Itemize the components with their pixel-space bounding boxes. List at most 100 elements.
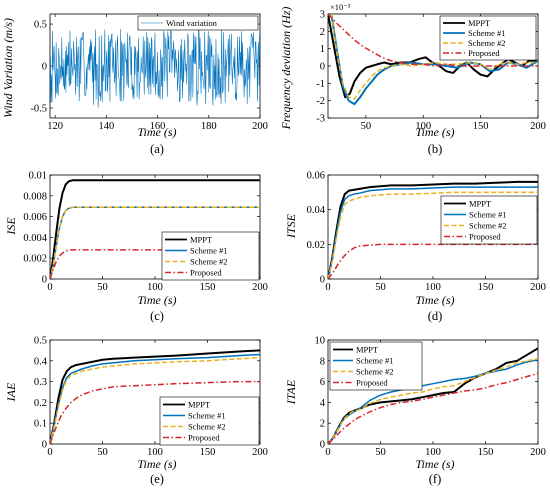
series-group [50,349,260,444]
series-group [328,180,538,279]
x-tick-label: 100 [425,447,441,458]
y-tick-label: 1 [320,44,325,55]
series-line-mppt [50,349,260,444]
series-line-scheme-2 [330,14,538,100]
x-tick-label: 200 [530,282,546,293]
series-line-scheme-2 [50,356,260,444]
legend-label-scheme-2: Scheme #2 [190,257,228,267]
y-tick-label: 2 [320,27,325,38]
series-line-proposed [328,372,538,444]
y-tick-label: 8 [320,356,325,367]
legend-label-proposed: Proposed [188,433,220,443]
y-tick-label: 0.3 [34,377,47,388]
x-tick-label: 150 [200,447,216,458]
series-line-mppt [328,14,538,99]
legend-label-mppt: MPPT [356,345,379,355]
series-group [50,28,260,108]
series-line-wind-variation [50,28,260,108]
series-line-proposed [328,14,538,67]
x-tick-label: 150 [473,121,489,132]
x-tick-label: 50 [375,447,386,458]
panel-caption: (d) [428,309,443,323]
x-tick-label: 200 [252,282,268,293]
panel-caption: (a) [150,142,164,156]
x-axis-label: Time (s) [138,293,177,307]
y-tick-label: 2 [320,419,325,430]
x-tick-label: 160 [150,121,166,132]
x-axis-label: Time (s) [416,293,455,307]
series-line-proposed [328,243,538,279]
x-tick-label: 150 [478,447,494,458]
x-tick-label: 50 [97,447,108,458]
legend-label-scheme-2: Scheme #2 [468,38,506,48]
legend-label-wind-variation: Wind variation [166,18,218,28]
legend-label-proposed: Proposed [468,48,500,58]
legend-label-scheme-1: Scheme #1 [188,411,226,421]
x-tick-label: 50 [361,121,372,132]
legend-label-mppt: MPPT [469,199,492,209]
series-line-mppt [50,179,260,279]
panel-a: 120 140 160 180 200 -0.5 0 0.5 Wind variation Tim… [1,13,268,156]
x-tick-label: 50 [97,282,108,293]
panel-caption: (f) [429,472,442,486]
series-line-proposed [50,249,260,279]
y-tick-label: 0 [42,275,47,286]
y-axis-label: ITSE [284,213,298,239]
x-tick-label: 120 [47,121,63,132]
y-tick-label: -2 [316,96,325,107]
x-axis-label: Time (s) [138,125,177,139]
x-tick-label: 100 [147,447,163,458]
y-axis-label: Wind Variation (m/s) [1,18,15,118]
x-tick-label: 200 [530,447,546,458]
legend-label-proposed: Proposed [356,378,388,388]
panel-caption: (e) [150,472,164,486]
panel-caption: (c) [150,309,164,323]
legend-label-scheme-1: Scheme #1 [469,210,507,220]
y-tick-label: 0 [42,62,47,73]
panel-caption: (b) [428,142,443,156]
x-tick-label: 150 [200,282,216,293]
legend-label-proposed: Proposed [190,268,222,278]
y-tick-label: 0 [42,440,47,451]
x-axis-label: Time (s) [416,125,455,139]
series-line-scheme-1 [330,14,538,106]
y-tick-label: 3 [320,10,325,21]
x-tick-label: 200 [252,447,268,458]
x-tick-label: 180 [201,121,217,132]
series-line-scheme-2 [50,206,260,279]
x-tick-label: 200 [252,121,268,132]
y-tick-label: 0.5 [34,336,47,347]
x-tick-label: 100 [415,121,431,132]
y-tick-label: 10 [315,336,326,347]
y-tick-label: 0 [320,440,325,451]
x-tick-label: 150 [478,282,494,293]
y-tick-label: 0.5 [34,20,47,31]
series-line-scheme-1 [328,186,538,279]
x-tick-label: 0 [325,447,330,458]
y-tick-label: 0.008 [23,191,47,202]
legend-label-scheme-2: Scheme #2 [356,367,394,377]
y-axis-label: ITAE [284,379,298,405]
y-tick-label: 0.2 [34,398,47,409]
legend-label-scheme-2: Scheme #2 [469,221,507,231]
legend-label-mppt: MPPT [468,18,491,28]
y-tick-label: 0.002 [23,254,47,265]
x-axis-label: Time (s) [138,457,177,471]
y-tick-label: 4 [320,398,326,409]
legend-label-scheme-1: Scheme #1 [468,28,506,38]
y-tick-label: 0.06 [307,171,325,182]
y-tick-label: -0.5 [30,103,47,114]
series-line-scheme-2 [328,191,538,279]
x-tick-label: 100 [425,282,441,293]
y-tick-label: 0 [320,275,325,286]
x-axis-label: Time (s) [416,457,455,471]
legend-label-proposed: Proposed [469,232,501,242]
y-tick-label: 6 [320,377,325,388]
y-tick-label: -1 [316,79,325,90]
legend: Wind variation [137,15,259,31]
series-group [328,14,538,106]
